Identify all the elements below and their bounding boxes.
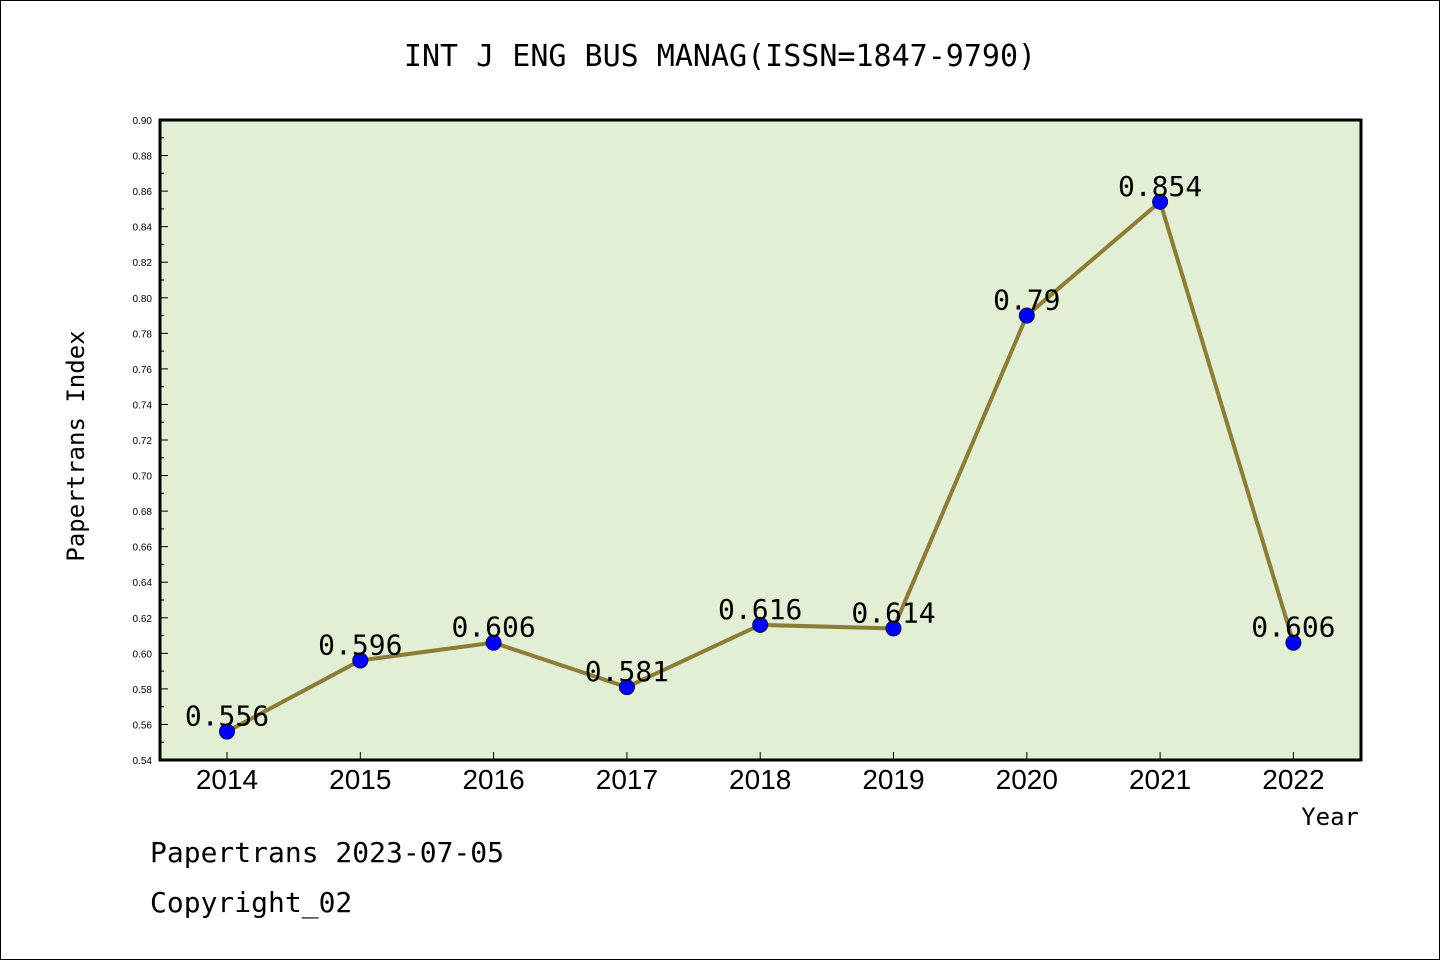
data-point [1018,307,1035,324]
data-label: 0.79 [993,284,1060,317]
y-tick-label: 0.56 [133,720,153,731]
x-tick-label: 2017 [596,764,658,795]
data-label: 0.614 [851,596,935,629]
data-label: 0.596 [318,628,402,661]
y-axis-label: Papertrans Index [62,330,90,561]
y-tick-label: 0.84 [133,223,153,234]
data-point [485,634,502,651]
x-tick-label: 2018 [729,764,791,795]
data-label: 0.854 [1118,170,1202,203]
data-point [352,652,369,669]
x-axis: 2014 2015 2016 2017 2018 2019 2020 2021 2022 [196,752,1325,795]
data-point [1152,193,1169,210]
data-point [885,620,902,637]
y-tick-label: 0.60 [133,649,153,660]
plot-area [158,118,1363,762]
x-axis-label: Year [1301,803,1359,831]
x-tick-label: 2022 [1262,764,1324,795]
y-tick-label: 0.88 [133,152,153,163]
y-tick-label: 0.76 [133,365,153,376]
data-label: 0.581 [585,655,669,688]
x-tick-label: 2015 [329,764,391,795]
y-tick-label: 0.66 [133,543,153,554]
y-tick-label: 0.90 [133,116,153,127]
y-tick-label: 0.82 [133,258,153,269]
data-label: 0.616 [718,593,802,626]
y-tick-label: 0.58 [133,685,153,696]
data-point [219,723,235,740]
y-tick-label: 0.70 [133,472,153,483]
data-label: 0.556 [185,700,269,733]
data-label: 0.606 [451,611,535,644]
chart-title: INT J ENG BUS MANAG(ISSN=1847-9790) [404,39,1036,74]
y-tick-label: 0.78 [133,329,153,340]
x-tick-label: 2021 [1129,764,1191,795]
y-axis: 0.54 0.56 0.58 0.60 0.62 0.64 0.66 0.68 0.70 0.72… [133,116,168,767]
y-tick-label: 0.68 [133,507,153,518]
footer-date: Papertrans 2023-07-05 [150,836,505,869]
y-tick-label: 0.74 [133,400,153,411]
data-label: 0.606 [1251,611,1335,644]
data-point [618,679,635,696]
y-tick-label: 0.64 [133,578,153,589]
y-tick-label: 0.72 [133,436,153,447]
x-tick-label: 2019 [862,764,924,795]
data-point [1285,634,1302,651]
data-point [752,616,769,633]
series-group: 0.556 0.596 0.606 0.581 0.616 0.614 0.79 0.854 0… [185,170,1336,740]
x-tick-label: 2014 [196,764,258,795]
x-tick-label: 2016 [462,764,524,795]
y-tick-label: 0.54 [133,756,153,767]
y-tick-label: 0.86 [133,187,153,198]
y-tick-label: 0.80 [133,294,153,305]
y-tick-label: 0.62 [133,614,153,625]
x-tick-label: 2020 [996,764,1058,795]
footer-copyright: Copyright_02 [150,886,353,919]
